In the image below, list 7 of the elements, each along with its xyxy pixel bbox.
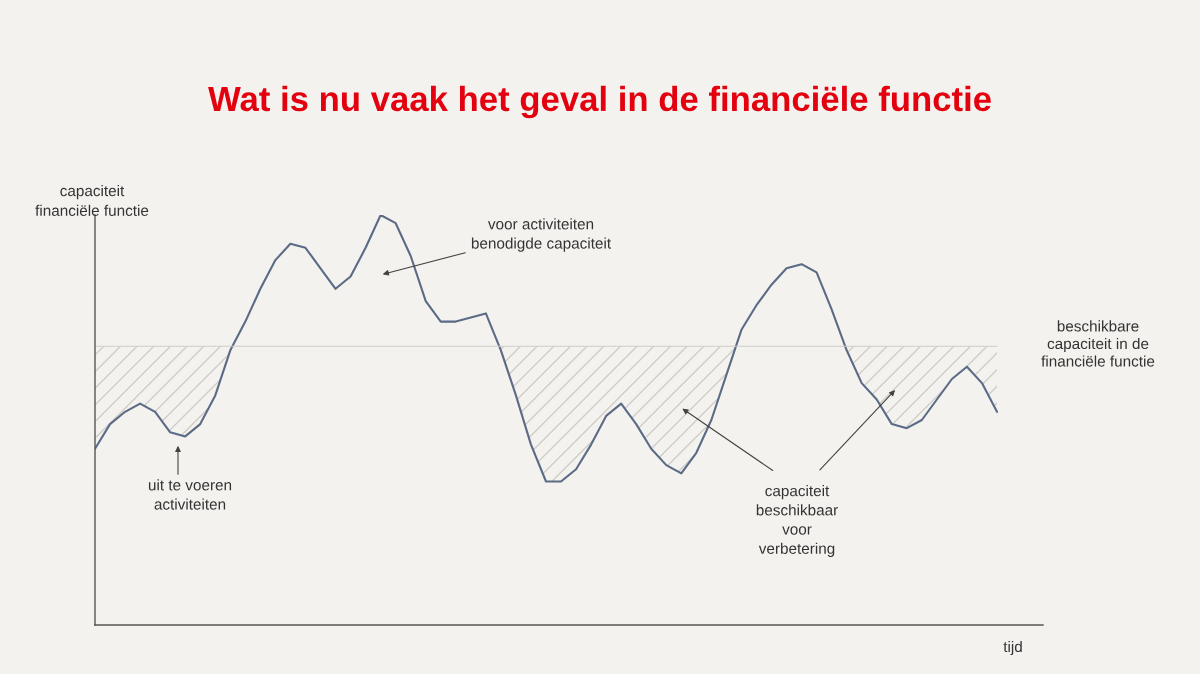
ref-line-label: beschikbare capaciteit in de financiële functie xyxy=(1041,320,1155,367)
y-axis-title: capaciteit financiële functie xyxy=(35,184,149,216)
annotation: uit te voeren activiteiten xyxy=(148,479,232,510)
chart-title: Wat is nu vaak het geval in de financiële functie xyxy=(208,85,991,119)
x-axis-title: tijd xyxy=(1003,640,1022,656)
annotation: capaciteit beschikbaar voor verbetering xyxy=(756,485,838,557)
annotation: voor activiteiten benodigde capaciteit xyxy=(471,218,611,252)
